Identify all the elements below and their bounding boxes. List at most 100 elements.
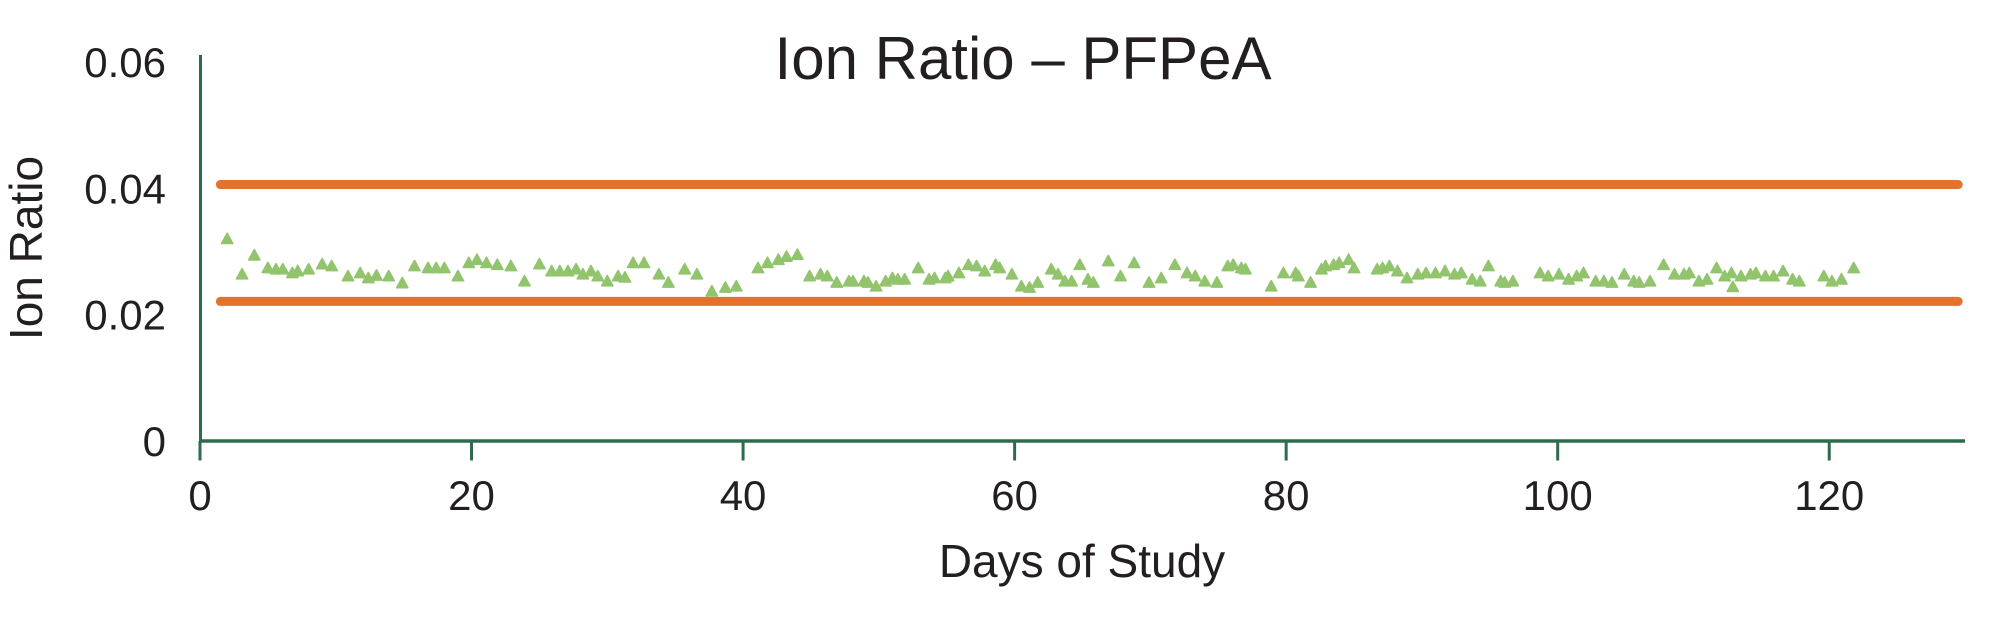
control-limit-lines [215, 180, 1963, 306]
data-point-triangle [1533, 266, 1547, 279]
data-point-triangle [1482, 259, 1495, 272]
data-point-triangle [1086, 276, 1100, 288]
data-point-triangle [1506, 274, 1520, 287]
data-point-triangle [970, 259, 984, 272]
data-point-triangle [690, 267, 704, 280]
data-point-triangle [637, 256, 651, 269]
data-point-triangle [518, 274, 531, 287]
data-point-triangle [353, 266, 367, 279]
data-point-triangle [1342, 253, 1356, 266]
data-point-triangle [1114, 269, 1127, 282]
data-point-triangle [302, 262, 316, 275]
data-point-triangle [276, 262, 290, 275]
data-point-triangle [1065, 274, 1079, 287]
chart-title: Ion Ratio – PFPeA [775, 25, 1272, 92]
data-point-triangle [869, 279, 883, 292]
data-point-triangle [1180, 266, 1194, 279]
data-point-triangle [1847, 261, 1861, 274]
data-point-triangle [325, 259, 339, 272]
data-point-triangle [1198, 274, 1212, 287]
data-point-triangle [1700, 272, 1714, 285]
data-point-triangle [751, 261, 765, 274]
data-point-triangle [1382, 259, 1396, 272]
data-point-triangle [780, 250, 793, 262]
data-point-triangle [545, 264, 559, 277]
y-tick-label: 0 [143, 418, 166, 465]
data-point-triangle [1749, 266, 1763, 279]
data-point-triangle [1188, 269, 1202, 282]
data-point-triangle [1400, 271, 1414, 284]
data-point-triangle [315, 257, 329, 270]
data-point-triangle [247, 248, 261, 261]
x-tick-label: 120 [1794, 472, 1864, 519]
data-point-triangle [1044, 262, 1058, 275]
data-point-triangle [1605, 276, 1619, 288]
data-point-triangle [1142, 276, 1156, 288]
data-point-triangle [1438, 264, 1452, 277]
data-point-triangle [626, 256, 640, 269]
data-point-triangle [1168, 258, 1182, 271]
data-point-triangle [1473, 274, 1487, 287]
data-point-triangle [490, 258, 504, 271]
y-tick-label: 0.02 [84, 292, 166, 339]
data-point-triangle [705, 284, 719, 297]
data-point-triangle [898, 272, 912, 285]
data-point-triangle [1759, 269, 1772, 282]
data-point-triangle [261, 261, 275, 274]
data-point-triangle [1552, 267, 1566, 280]
data-point-triangle [1291, 269, 1305, 282]
data-point-triangle [1277, 266, 1290, 279]
data-point-triangle [952, 266, 966, 279]
data-point-triangle [790, 248, 804, 261]
data-point-triangle [1726, 280, 1740, 293]
data-point-triangle [1264, 279, 1278, 292]
x-tick-label: 0 [188, 472, 211, 519]
data-point-triangle [1239, 262, 1252, 275]
data-point-triangle [803, 269, 817, 282]
y-tick-label: 0.06 [84, 39, 166, 86]
data-points [220, 232, 1861, 297]
data-point-triangle [1304, 276, 1317, 288]
data-point-triangle [618, 270, 632, 283]
data-point-triangle [1776, 264, 1790, 277]
data-point-triangle [1725, 266, 1738, 279]
data-point-triangle [719, 281, 732, 293]
x-tick-label: 40 [720, 472, 767, 519]
data-point-triangle [820, 269, 834, 282]
data-point-triangle [1429, 266, 1442, 279]
data-point-triangle [1825, 274, 1839, 287]
data-point-triangle [662, 276, 675, 288]
x-tick-label: 80 [1263, 472, 1310, 519]
data-point-triangle [1051, 267, 1065, 280]
data-point-triangle [1454, 266, 1468, 279]
data-point-triangle [584, 264, 598, 277]
data-point-triangle [1210, 276, 1224, 288]
data-point-triangle [382, 269, 396, 282]
data-point-triangle [504, 259, 518, 272]
data-point-triangle [480, 256, 493, 269]
data-point-triangle [993, 261, 1007, 274]
data-point-triangle [1657, 258, 1670, 271]
data-point-triangle [761, 256, 774, 269]
data-point-triangle [1589, 274, 1603, 287]
data-point-triangle [370, 269, 383, 281]
x-axis-ticks: 0 20 40 60 80 100 120 [188, 441, 1864, 519]
data-point-triangle [600, 274, 614, 287]
data-point-triangle [341, 269, 355, 282]
x-axis-title: Days of Study [939, 535, 1225, 587]
data-point-triangle [1767, 269, 1780, 282]
data-point-triangle [1391, 264, 1404, 277]
data-point-triangle [470, 253, 484, 266]
data-point-triangle [395, 276, 409, 289]
data-point-triangle [1127, 256, 1141, 269]
data-point-triangle [1817, 269, 1831, 282]
data-point-triangle [941, 269, 955, 282]
data-point-triangle [291, 264, 305, 277]
data-point-triangle [437, 261, 451, 274]
data-point-triangle [846, 274, 860, 287]
data-point-triangle [1835, 272, 1848, 285]
data-point-triangle [678, 262, 692, 275]
data-point-triangle [830, 276, 844, 288]
